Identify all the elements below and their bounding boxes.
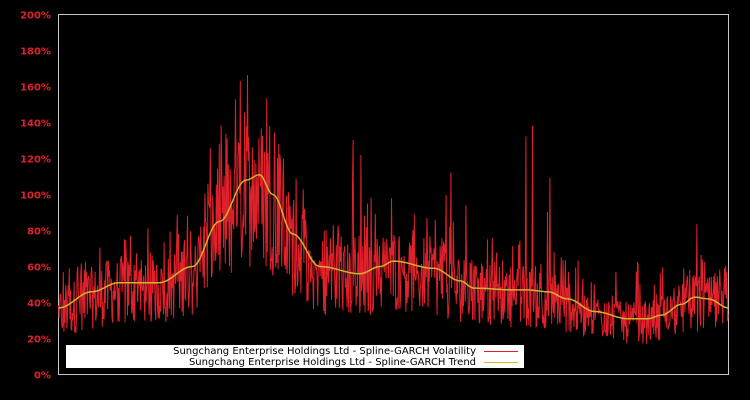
y-axis-ticks: 0% 20% 40% 60% 80% 100% 120% 140% 160% 180% 200% bbox=[20, 11, 51, 382]
y-tick-label: 180% bbox=[20, 47, 51, 58]
y-tick-label: 140% bbox=[20, 119, 51, 130]
y-tick-label: 40% bbox=[27, 299, 51, 310]
legend-swatch-volatility bbox=[484, 351, 518, 352]
volatility-series bbox=[58, 75, 729, 344]
volatility-line bbox=[58, 75, 729, 344]
y-tick-label: 100% bbox=[20, 191, 51, 202]
legend-swatch-trend bbox=[484, 362, 518, 363]
legend-item-volatility: Sungchang Enterprise Holdings Ltd - Spli… bbox=[173, 346, 518, 357]
y-tick-label: 0% bbox=[34, 371, 51, 382]
legend-item-trend: Sungchang Enterprise Holdings Ltd - Spli… bbox=[189, 357, 518, 368]
legend-label-volatility: Sungchang Enterprise Holdings Ltd - Spli… bbox=[173, 346, 476, 357]
y-tick-label: 80% bbox=[27, 227, 51, 238]
y-tick-label: 120% bbox=[20, 155, 51, 166]
legend-label-trend: Sungchang Enterprise Holdings Ltd - Spli… bbox=[188, 357, 476, 368]
trend-series bbox=[58, 174, 729, 320]
y-tick-label: 160% bbox=[20, 83, 51, 94]
y-tick-label: 200% bbox=[20, 11, 51, 22]
plot-area-frame bbox=[58, 14, 729, 375]
chart-legend: Sungchang Enterprise Holdings Ltd - Spli… bbox=[66, 345, 524, 368]
y-tick-label: 20% bbox=[27, 335, 51, 346]
y-tick-label: 60% bbox=[27, 263, 51, 274]
